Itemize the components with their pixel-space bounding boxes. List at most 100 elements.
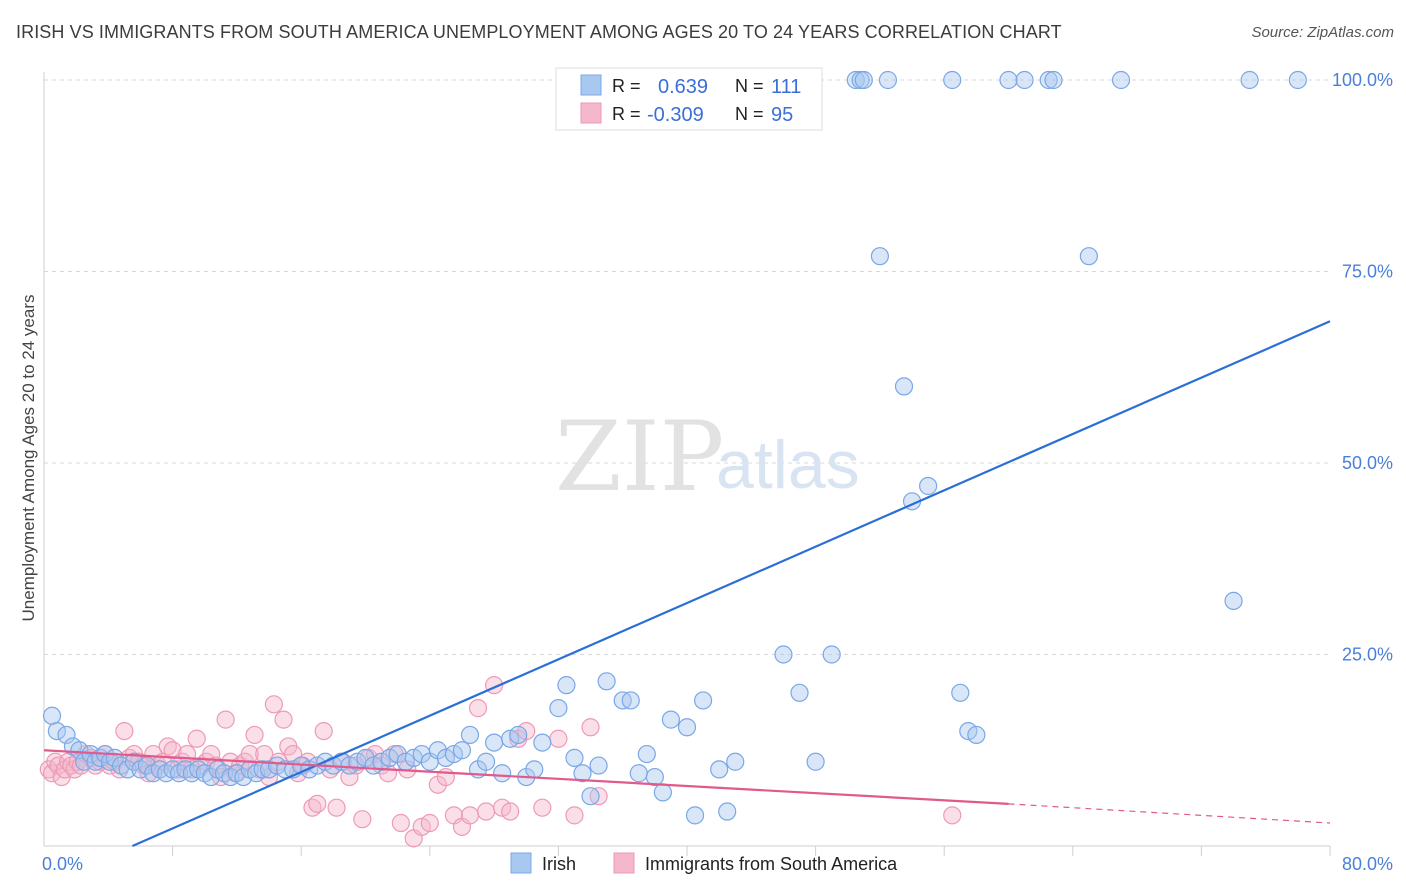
irish-point xyxy=(806,752,825,771)
irish-point xyxy=(581,787,600,806)
legend-r-label-irish: R = xyxy=(612,76,641,96)
irish-point xyxy=(1224,591,1243,610)
irish-point xyxy=(999,70,1018,90)
legend-r-label-sa: R = xyxy=(612,104,641,124)
irish-point xyxy=(1240,70,1259,90)
irish-point xyxy=(485,733,504,752)
sa-point xyxy=(216,710,235,729)
irish-point xyxy=(822,645,841,664)
bottom-legend-swatch-sa xyxy=(613,852,635,874)
legend-swatch-sa xyxy=(580,102,602,124)
bottom-legend-label-sa: Immigrants from South America xyxy=(645,854,898,874)
sa-trend-extension xyxy=(1008,803,1331,824)
irish-point xyxy=(565,748,584,768)
bottom-legend: Irish Immigrants from South America xyxy=(510,852,898,874)
sa-point xyxy=(581,718,600,737)
x-tick-label: 80.0% xyxy=(1342,854,1393,874)
irish-point xyxy=(677,718,697,737)
sa-point xyxy=(468,699,488,718)
irish-point xyxy=(693,691,713,710)
irish-point xyxy=(42,706,62,725)
irish-point xyxy=(870,247,890,266)
irish-point xyxy=(943,70,962,90)
sa-point xyxy=(264,695,283,714)
legend-r-value-sa: -0.309 xyxy=(647,104,704,126)
irish-point xyxy=(718,802,737,821)
sa-point xyxy=(245,725,264,745)
sa-point xyxy=(420,813,439,833)
sa-point xyxy=(943,806,962,825)
sa-point xyxy=(533,798,552,817)
legend-n-label-sa: N = xyxy=(735,104,764,124)
legend-n-label-irish: N = xyxy=(735,76,764,96)
legend-r-value-irish: 0.639 xyxy=(658,76,708,98)
irish-point xyxy=(774,645,793,664)
sa-point xyxy=(460,806,480,825)
irish-point xyxy=(452,741,472,760)
irish-point xyxy=(1015,70,1034,90)
sa-point xyxy=(353,810,372,829)
irish-point xyxy=(557,676,576,695)
sa-point xyxy=(144,744,163,764)
irish-point xyxy=(549,699,568,718)
watermark-zip: ZIP xyxy=(555,401,724,513)
trend-lines xyxy=(43,320,1331,848)
irish-point xyxy=(685,806,705,825)
sa-point xyxy=(549,729,568,748)
sa-point xyxy=(308,794,327,813)
irish-point xyxy=(1044,70,1063,90)
irish-point xyxy=(573,764,592,783)
irish-point xyxy=(637,744,656,764)
irish-point xyxy=(525,760,544,779)
sa-trend-line xyxy=(43,749,1009,805)
x-tick-label: 0.0% xyxy=(42,854,83,874)
legend-swatch-irish xyxy=(580,74,602,96)
irish-point xyxy=(589,756,608,775)
irish-point xyxy=(661,710,681,729)
irish-point xyxy=(621,691,640,710)
irish-point xyxy=(1288,70,1307,90)
irish-point xyxy=(629,764,648,783)
irish-point xyxy=(710,760,729,779)
watermark-atlas: atlas xyxy=(716,427,860,503)
irish-point xyxy=(1079,247,1098,266)
irish-point xyxy=(533,733,552,752)
y-tick-label: 25.0% xyxy=(1342,645,1393,665)
irish-trend-line xyxy=(131,320,1331,848)
irish-point xyxy=(894,377,914,396)
irish-point xyxy=(645,767,664,787)
irish-point xyxy=(509,725,528,745)
chart-title: IRISH VS IMMIGRANTS FROM SOUTH AMERICA U… xyxy=(16,22,1062,42)
sa-point xyxy=(115,721,134,741)
irish-point xyxy=(460,725,480,745)
bottom-legend-label-irish: Irish xyxy=(542,854,576,874)
source-credit: Source: ZipAtlas.com xyxy=(1251,24,1394,41)
irish-point xyxy=(653,783,672,802)
irish-point xyxy=(951,683,970,702)
sa-point xyxy=(274,710,293,729)
y-tick-label: 75.0% xyxy=(1342,262,1393,282)
irish-point xyxy=(919,476,938,496)
tick-labels: 25.0% 50.0% 75.0% 100.0% 0.0% 80.0% xyxy=(42,70,1393,874)
sa-point xyxy=(314,721,333,741)
sa-point xyxy=(476,802,496,821)
y-axis-label: Unemployment Among Ages 20 to 24 years xyxy=(19,295,38,622)
irish-point xyxy=(476,752,496,771)
sa-point xyxy=(327,798,346,817)
irish-point xyxy=(967,725,986,745)
legend-box: R = 0.639 N = 111 R = -0.309 N = 95 xyxy=(555,67,823,131)
irish-point xyxy=(878,70,898,90)
irish-point xyxy=(854,70,873,90)
irish-point xyxy=(1039,70,1058,90)
irish-point xyxy=(1111,70,1131,90)
legend-n-value-sa: 95 xyxy=(771,104,793,126)
sa-point xyxy=(436,767,455,787)
sa-point xyxy=(501,802,520,821)
sa-point xyxy=(177,744,197,764)
irish-point xyxy=(597,672,616,691)
y-tick-label: 100.0% xyxy=(1332,70,1393,90)
sa-point xyxy=(565,806,584,825)
irish-point xyxy=(493,764,512,783)
y-tick-label: 50.0% xyxy=(1342,453,1393,473)
